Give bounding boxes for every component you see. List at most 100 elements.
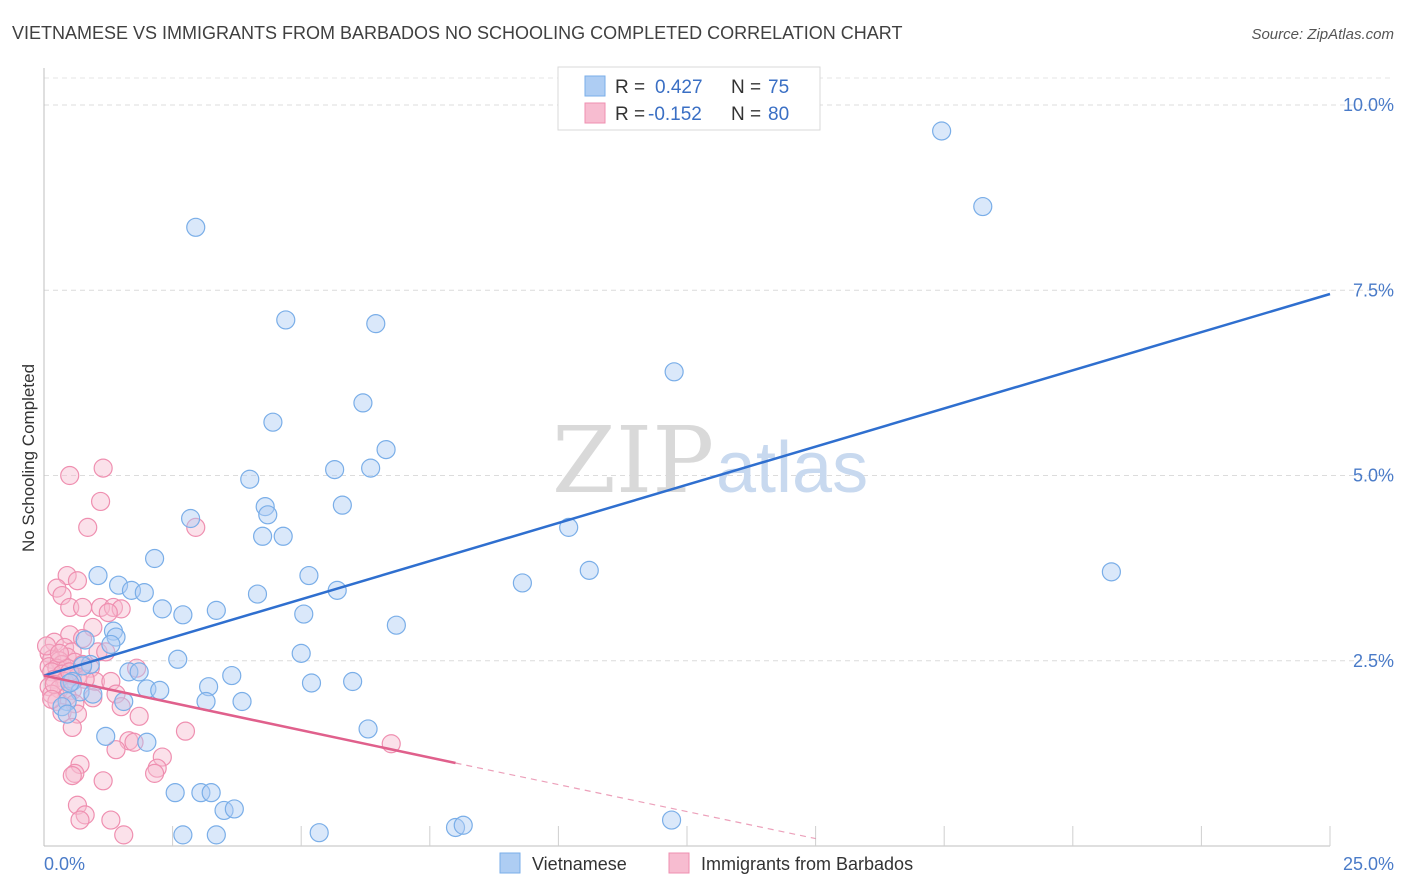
y-tick-labels: 2.5% 5.0% 7.5% 10.0% xyxy=(1343,95,1394,671)
vietnamese-point xyxy=(101,634,121,655)
barbados-point xyxy=(57,565,77,586)
chart-source: Source: ZipAtlas.com xyxy=(1251,26,1394,43)
vietnamese-point xyxy=(299,565,319,586)
y-tick-label: 5.0% xyxy=(1353,466,1394,486)
barbados-point xyxy=(42,689,62,709)
vietnamese-point xyxy=(973,196,993,217)
barbados-point xyxy=(65,763,85,783)
vietnamese-point xyxy=(276,310,296,330)
vietnamese-point xyxy=(353,393,373,413)
vietnamese-point xyxy=(186,217,206,237)
x-tick-label-left: 0.0% xyxy=(44,854,85,874)
barbados-point xyxy=(111,697,131,717)
vietnamese-point xyxy=(119,662,139,682)
legend-swatch-vietnamese xyxy=(584,75,606,97)
legend-n-value-vietnamese: 75 xyxy=(768,77,789,98)
legend-n-value-barbados: 80 xyxy=(768,104,789,125)
vietnamese-point xyxy=(232,691,252,712)
vietnamese-point xyxy=(173,825,193,845)
vietnamese-point xyxy=(361,458,381,478)
barbados-point xyxy=(78,517,98,537)
vietnamese-point xyxy=(332,495,352,515)
bottom-legend-label-vietnamese: Vietnamese xyxy=(532,854,627,874)
vietnamese-point xyxy=(325,459,345,480)
vietnamese-point xyxy=(181,508,201,529)
y-tick-label: 7.5% xyxy=(1353,280,1394,300)
watermark-atlas: atlas xyxy=(716,428,868,508)
watermark-zip: ZIP xyxy=(552,407,714,514)
vietnamese-point xyxy=(932,121,952,141)
trend-line-barbados-extension xyxy=(455,762,816,840)
vietnamese-point xyxy=(309,823,329,843)
vietnamese-point xyxy=(165,783,185,803)
barbados-point xyxy=(103,597,124,618)
bottom-legend-swatch-barbados xyxy=(668,852,690,874)
legend-r-value-barbados: -0.152 xyxy=(648,104,702,125)
vietnamese-point xyxy=(150,680,170,701)
vietnamese-point xyxy=(75,630,95,650)
vietnamese-point xyxy=(664,362,684,382)
y-tick-label: 2.5% xyxy=(1353,651,1394,671)
vietnamese-point xyxy=(294,604,314,624)
barbados-point xyxy=(72,597,93,618)
watermark: ZIP atlas xyxy=(552,407,868,514)
x-tick-label-right: 25.0% xyxy=(1343,854,1394,874)
vietnamese-point xyxy=(206,600,226,620)
vietnamese-point xyxy=(358,719,378,739)
vietnamese-point xyxy=(144,548,165,569)
vietnamese-point xyxy=(343,671,363,692)
vietnamese-point xyxy=(206,825,226,845)
barbados-point xyxy=(114,825,134,845)
barbados-point xyxy=(175,721,196,741)
vietnamese-point xyxy=(559,517,579,537)
vietnamese-point xyxy=(579,560,599,580)
barbados-point xyxy=(147,758,167,778)
trend-line-barbados xyxy=(43,674,456,765)
chart-title: VIETNAMESE VS IMMIGRANTS FROM BARBADOS N… xyxy=(12,23,902,43)
vietnamese-point xyxy=(114,691,134,712)
vietnamese-point xyxy=(168,649,188,669)
trend-lines xyxy=(43,292,1331,840)
legend-r-label-barbados: R = xyxy=(615,104,645,125)
gridlines xyxy=(44,77,1394,662)
barbados-point xyxy=(93,771,113,791)
vietnamese-point xyxy=(366,314,386,334)
barbados-point xyxy=(98,602,118,623)
vietnamese-point xyxy=(201,783,221,803)
legend-n-label-vietnamese: N = xyxy=(731,77,761,98)
barbados-point xyxy=(70,810,90,830)
barbados-point xyxy=(106,740,126,760)
series-vietnamese-points xyxy=(52,121,1121,845)
vietnamese-point xyxy=(376,439,396,460)
barbados-point xyxy=(111,599,131,619)
vietnamese-point xyxy=(129,662,149,682)
trend-line-vietnamese xyxy=(43,292,1331,677)
vietnamese-point xyxy=(263,412,283,432)
barbados-point xyxy=(70,754,90,775)
vietnamese-point xyxy=(214,800,234,821)
legend-swatch-barbados xyxy=(584,102,606,124)
vietnamese-point xyxy=(253,526,273,546)
barbados-point xyxy=(75,805,95,825)
bottom-legend-label-barbados: Immigrants from Barbados xyxy=(701,854,913,874)
vietnamese-point xyxy=(273,526,293,546)
vietnamese-point xyxy=(222,665,242,686)
vietnamese-point xyxy=(301,673,322,693)
barbados-point xyxy=(67,571,88,591)
barbados-point xyxy=(67,795,88,815)
vietnamese-point xyxy=(191,783,211,803)
barbados-point xyxy=(152,747,172,767)
barbados-point xyxy=(186,517,206,537)
vietnamese-point xyxy=(291,643,311,663)
vietnamese-point xyxy=(240,469,260,489)
barbados-point xyxy=(101,810,121,830)
vietnamese-point xyxy=(173,605,193,625)
barbados-point xyxy=(49,643,70,663)
y-tick-label: 10.0% xyxy=(1343,95,1394,115)
correlation-legend: R = 0.427 N = 75 R = -0.152 N = 80 xyxy=(557,66,821,131)
vietnamese-point xyxy=(96,726,116,746)
vietnamese-point xyxy=(247,584,268,604)
bottom-legend-swatch-vietnamese xyxy=(499,852,521,874)
y-axis-label: No Schooling Completed xyxy=(19,364,38,552)
